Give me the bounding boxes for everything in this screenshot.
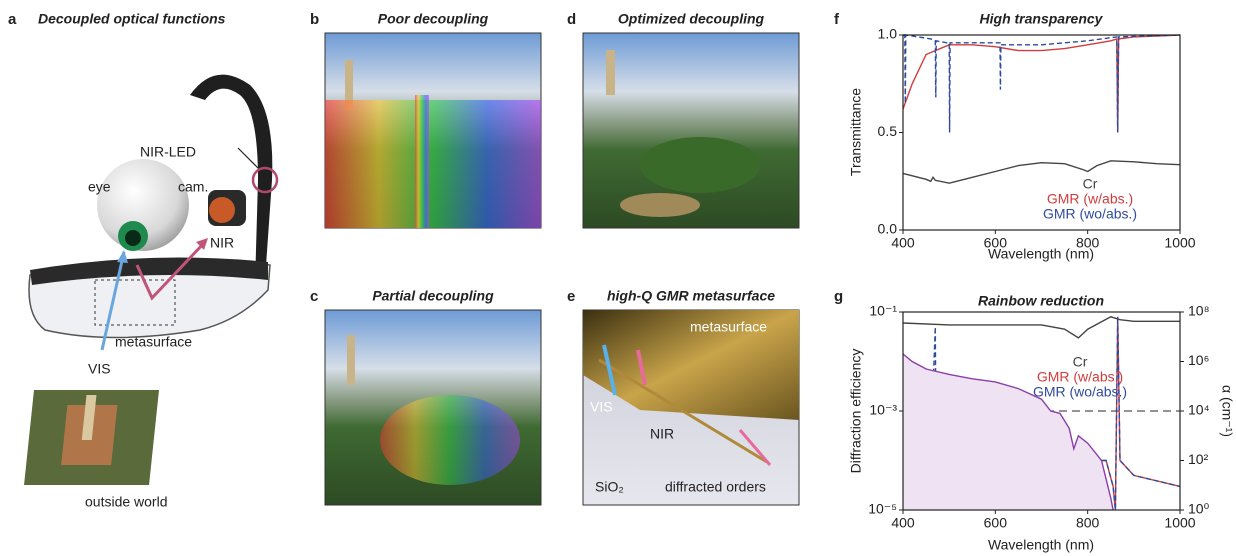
annotation: NIR xyxy=(650,426,674,442)
data-line xyxy=(903,35,1180,133)
annotation: SiO₂ xyxy=(595,479,624,495)
y-tick-label: 0.5 xyxy=(878,123,898,139)
x-tick-label: 800 xyxy=(1076,235,1100,251)
annotation: eye xyxy=(88,179,111,195)
panel-label: a xyxy=(8,11,17,28)
y2-tick-label: 10⁴ xyxy=(1188,402,1210,418)
metasurface-illustration xyxy=(583,310,799,505)
legend-entry: GMR (w/abs.) xyxy=(1047,191,1133,207)
y2-tick-label: 10⁰ xyxy=(1188,501,1210,517)
annotation: NIR xyxy=(210,235,234,251)
panel-label: b xyxy=(310,11,319,28)
legend-entry: Cr xyxy=(1083,176,1098,192)
x-tick-label: 800 xyxy=(1076,515,1100,531)
annotation: metasurface xyxy=(115,334,192,350)
panel-label: g xyxy=(834,288,843,305)
plot-frame xyxy=(903,35,1180,230)
data-line xyxy=(903,161,1180,183)
y-tick-label: 0.0 xyxy=(878,221,898,237)
panel-title: high-Q GMR metasurface xyxy=(607,288,775,304)
annotation: VIS xyxy=(88,361,111,377)
y-tick-label: 1.0 xyxy=(878,26,898,42)
chart-title: Rainbow reduction xyxy=(978,293,1104,309)
data-line xyxy=(903,35,1180,133)
y2-tick-label: 10⁸ xyxy=(1188,303,1210,319)
panel-label: d xyxy=(567,11,576,28)
panel-title: Poor decoupling xyxy=(378,11,489,27)
figure: a Decoupled optical functions NIR-LED ey… xyxy=(0,0,1236,556)
photo xyxy=(583,33,799,228)
x-tick-label: 400 xyxy=(891,235,915,251)
annotation: outside world xyxy=(85,494,168,510)
y2-axis-label: α (cm⁻¹) xyxy=(1219,385,1235,437)
y-tick-label: 10⁻³ xyxy=(869,402,897,418)
legend-entry: GMR (w/abs.) xyxy=(1037,369,1123,385)
x-tick-label: 1000 xyxy=(1164,515,1195,531)
y-axis-label: Transmittance xyxy=(848,88,864,176)
y-axis-label: Diffraction efficiency xyxy=(848,349,864,474)
y2-tick-label: 10⁶ xyxy=(1188,352,1209,368)
annotation: cam. xyxy=(178,179,208,195)
photo xyxy=(325,33,541,228)
y-tick-label: 10⁻¹ xyxy=(869,303,897,319)
legend-entry: Cr xyxy=(1073,354,1088,370)
x-tick-label: 600 xyxy=(984,235,1008,251)
x-tick-label: 600 xyxy=(984,515,1008,531)
annotation: NIR-LED xyxy=(140,144,196,160)
photo xyxy=(325,310,541,505)
x-axis-label: Wavelength (nm) xyxy=(988,537,1094,553)
panel-label: e xyxy=(567,288,575,305)
annotation: metasurface xyxy=(690,319,767,335)
x-tick-label: 400 xyxy=(891,515,915,531)
annotation: diffracted orders xyxy=(665,479,766,495)
glasses-illustration xyxy=(24,75,277,485)
panel-title: Optimized decoupling xyxy=(618,11,765,27)
y-tick-label: 10⁻⁵ xyxy=(868,501,897,517)
legend-entry: GMR (wo/abs.) xyxy=(1033,384,1127,400)
panel-title: Decoupled optical functions xyxy=(38,11,226,27)
y2-tick-label: 10² xyxy=(1188,451,1209,467)
data-line xyxy=(903,317,1180,338)
legend-entry: GMR (wo/abs.) xyxy=(1043,206,1137,222)
chart-title: High transparency xyxy=(980,11,1104,27)
annotation: VIS xyxy=(590,399,613,415)
x-tick-label: 1000 xyxy=(1164,235,1195,251)
panel-label: f xyxy=(834,11,840,28)
panel-title: Partial decoupling xyxy=(372,288,494,304)
panel-label: c xyxy=(310,288,318,305)
